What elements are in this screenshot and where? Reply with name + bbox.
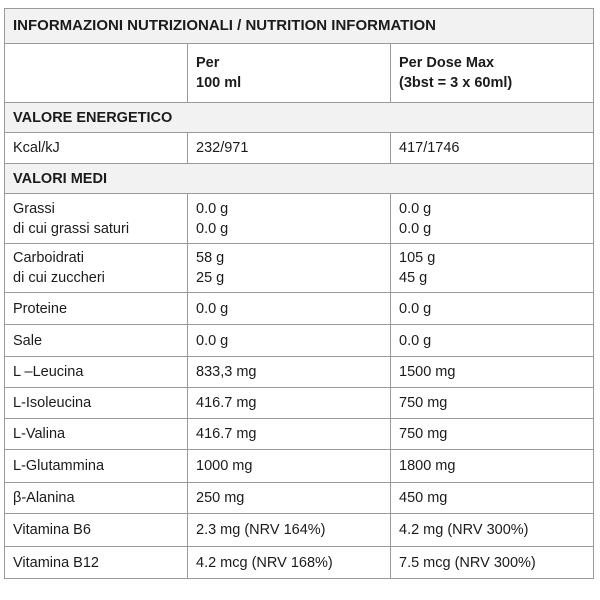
row-label: Vitamina B6: [5, 514, 188, 546]
header-per-100ml-line1: Per: [196, 55, 220, 71]
row-value-per100: 833,3 mg: [188, 357, 391, 387]
row-label: L –Leucina: [5, 357, 188, 387]
row-value-dose: 450 mg: [399, 490, 448, 506]
row-value-per100: 232/971: [188, 133, 391, 163]
header-per-dose-max: Per Dose Max (3bst = 3 x 60ml): [391, 44, 593, 102]
row-label: Grassi di cui grassi saturi: [5, 194, 188, 243]
row-value-line2: 0.0 g: [196, 220, 229, 237]
row-value-per100: 0.0 g: [188, 293, 391, 324]
row-label: β-Alanina: [5, 483, 188, 513]
row-label: L-Glutammina: [5, 450, 188, 482]
table-row-vitamina-b12: Vitamina B12 4.2 mcg (NRV 168%) 7.5 mcg …: [5, 546, 593, 578]
row-label: Vitamina B12: [5, 547, 188, 578]
nutrition-table: INFORMAZIONI NUTRIZIONALI / NUTRITION IN…: [4, 8, 594, 579]
table-row-grassi: Grassi di cui grassi saturi 0.0 g 0.0 g …: [5, 193, 593, 243]
table-row-vitamina-b6: Vitamina B6 2.3 mg (NRV 164%) 4.2 mg (NR…: [5, 513, 593, 546]
header-per-dose-line1: Per Dose Max: [399, 55, 495, 71]
row-label: L-Valina: [5, 419, 188, 449]
row-value-dose: 7.5 mcg (NRV 300%): [399, 554, 536, 571]
row-value-dose: 0.0 g 0.0 g: [391, 194, 593, 243]
header-per-dose-line2: (3bst = 3 x 60ml): [399, 75, 513, 91]
header-per-100ml-line2: 100 ml: [196, 75, 242, 91]
table-row-alanina: β-Alanina 250 mg 450 mg: [5, 482, 593, 513]
row-value-per100: 416.7 mg: [188, 419, 391, 449]
row-value-dose: 0.0 g: [399, 332, 432, 349]
row-value-dose: 750 mg: [399, 395, 448, 411]
row-value-line1: 0.0 g: [196, 200, 229, 217]
table-row-kcal: Kcal/kJ 232/971 417/1746: [5, 132, 593, 163]
table-row-carboidrati: Carboidrati di cui zuccheri 58 g 25 g 10…: [5, 243, 593, 292]
table-row-leucina: L –Leucina 833,3 mg 1500 mg: [5, 356, 593, 387]
row-label-line1: Carboidrati: [13, 250, 84, 266]
row-value-dose: 750 mg: [399, 426, 448, 442]
section-energy-heading: VALORE ENERGETICO: [13, 109, 173, 126]
table-row-proteine: Proteine 0.0 g 0.0 g: [5, 292, 593, 324]
row-value-dose: 1500 mg: [399, 364, 456, 380]
table-row-sale: Sale 0.0 g 0.0 g: [5, 324, 593, 356]
row-value-per100: 250 mg: [188, 483, 391, 513]
table-row-glutammina: L-Glutammina 1000 mg 1800 mg: [5, 449, 593, 482]
row-value-line1: 0.0 g: [399, 200, 432, 217]
row-label-line2: di cui zuccheri: [13, 270, 105, 286]
row-value-line1: 58 g: [196, 250, 225, 266]
header-per-100ml: Per 100 ml: [188, 44, 391, 102]
row-value-per100: 58 g 25 g: [188, 244, 391, 292]
row-value-dose: 0.0 g: [399, 300, 432, 317]
row-label: Kcal/kJ: [5, 133, 188, 163]
row-label: Carboidrati di cui zuccheri: [5, 244, 188, 292]
row-value-per100: 4.2 mcg (NRV 168%): [188, 547, 391, 578]
row-value-line1: 105 g: [399, 250, 436, 266]
table-title-row: INFORMAZIONI NUTRIZIONALI / NUTRITION IN…: [5, 9, 593, 43]
table-header-row: Per 100 ml Per Dose Max (3bst = 3 x 60ml…: [5, 43, 593, 102]
row-value-dose: 1800 mg: [399, 458, 456, 474]
table-row-valina: L-Valina 416.7 mg 750 mg: [5, 418, 593, 449]
row-value-per100: 0.0 g 0.0 g: [188, 194, 391, 243]
row-value-dose: 417/1746: [399, 140, 460, 156]
row-value-per100: 1000 mg: [188, 450, 391, 482]
row-value-dose: 105 g 45 g: [391, 244, 593, 292]
row-value-dose: 4.2 mg (NRV 300%): [399, 522, 529, 538]
section-energy-row: VALORE ENERGETICO: [5, 102, 593, 132]
section-averages-heading: VALORI MEDI: [13, 170, 107, 187]
row-label: Sale: [5, 325, 188, 356]
section-averages-row: VALORI MEDI: [5, 163, 593, 193]
row-value-line2: 0.0 g: [399, 220, 432, 237]
row-value-line2: 45 g: [399, 270, 428, 286]
row-value-per100: 0.0 g: [188, 325, 391, 356]
row-label-line2: di cui grassi saturi: [13, 220, 130, 237]
table-row-isoleucina: L-Isoleucina 416.7 mg 750 mg: [5, 387, 593, 418]
table-title: INFORMAZIONI NUTRIZIONALI / NUTRITION IN…: [13, 17, 437, 34]
row-label-line1: Grassi: [13, 200, 55, 217]
header-label-cell: [5, 44, 188, 102]
row-value-line2: 25 g: [196, 270, 225, 286]
row-label: L-Isoleucina: [5, 388, 188, 418]
row-label: Proteine: [5, 293, 188, 324]
row-value-per100: 2.3 mg (NRV 164%): [188, 514, 391, 546]
row-value-per100: 416.7 mg: [188, 388, 391, 418]
